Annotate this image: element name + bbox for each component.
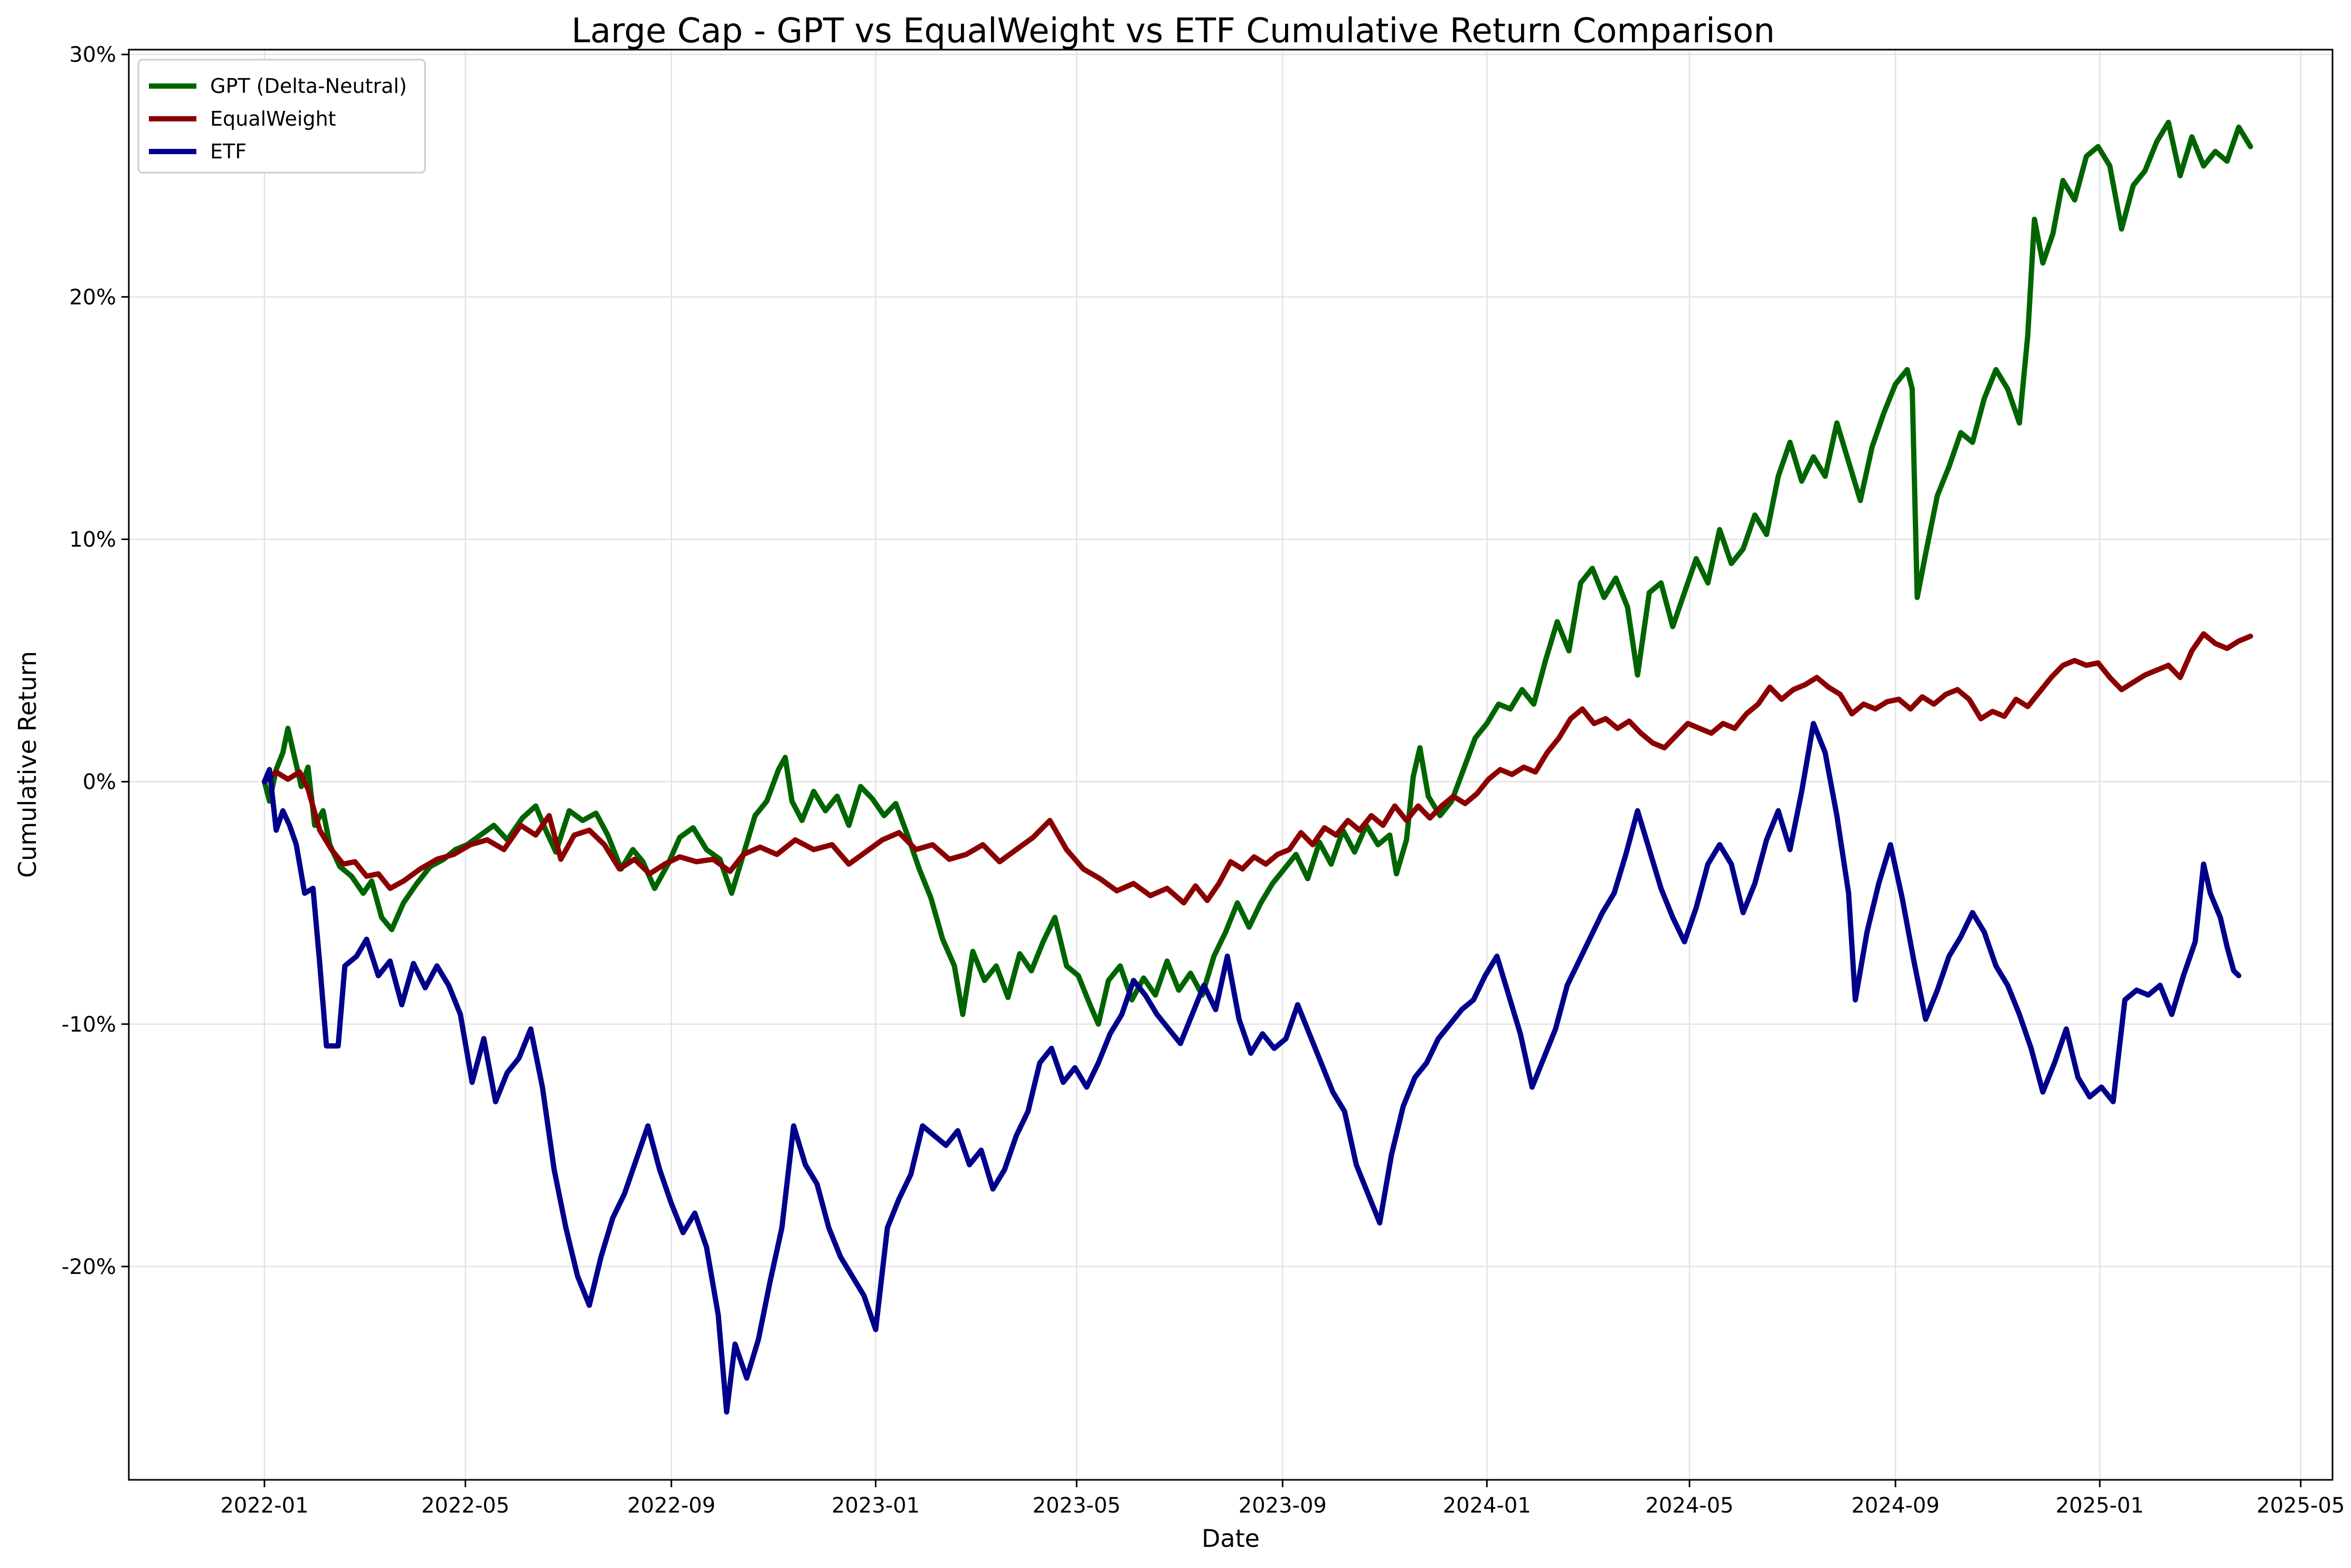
x-axis-ticks: 2022-01 2022-05 2022-09 2023-01 2023-05 2023-… (220, 1480, 2345, 1518)
y-tick-label: 30% (69, 43, 116, 67)
legend-label-equalweight: EqualWeight (210, 107, 336, 130)
series-line-equalweight (261, 631, 2253, 906)
x-tick-label: 2022-05 (421, 1494, 509, 1518)
grid (129, 50, 2333, 1480)
x-tick-label: 2024-09 (1852, 1494, 1940, 1518)
y-tick-label: 10% (69, 527, 116, 552)
plot-frame (128, 49, 2334, 1481)
y-axis-label: Cumulative Return (13, 651, 42, 878)
legend-label-gpt: GPT (Delta-Neutral) (210, 74, 407, 98)
y-tick-label: -20% (62, 1255, 116, 1279)
series-line-etf (261, 721, 2242, 1415)
x-axis-label: Date (1202, 1524, 1260, 1553)
y-tick-label: -10% (62, 1013, 116, 1037)
x-tick-label: 2022-09 (627, 1494, 715, 1518)
x-tick-label: 2024-05 (1645, 1494, 1733, 1518)
legend-box (137, 59, 426, 174)
x-tick-label: 2025-05 (2256, 1494, 2345, 1518)
x-tick-label: 2024-01 (1443, 1494, 1531, 1518)
x-tick-label: 2023-05 (1033, 1494, 1121, 1518)
x-tick-label: 2023-01 (832, 1494, 920, 1518)
x-tick-label: 2025-01 (2056, 1494, 2144, 1518)
x-tick-label: 2022-01 (220, 1494, 308, 1518)
series-line-gpt (261, 119, 2253, 1027)
x-tick-label: 2023-09 (1239, 1494, 1327, 1518)
series-lines (261, 119, 2253, 1415)
y-tick-label: 20% (69, 285, 116, 309)
legend: GPT (Delta-Neutral) EqualWeight ETF (137, 59, 426, 174)
y-tick-label: 0% (83, 770, 116, 795)
legend-label-etf: ETF (210, 140, 247, 163)
chart-title: Large Cap - GPT vs EqualWeight vs ETF Cu… (571, 12, 1775, 51)
y-axis-ticks: -20% -10% 0% 10% 20% 30% (62, 43, 129, 1279)
